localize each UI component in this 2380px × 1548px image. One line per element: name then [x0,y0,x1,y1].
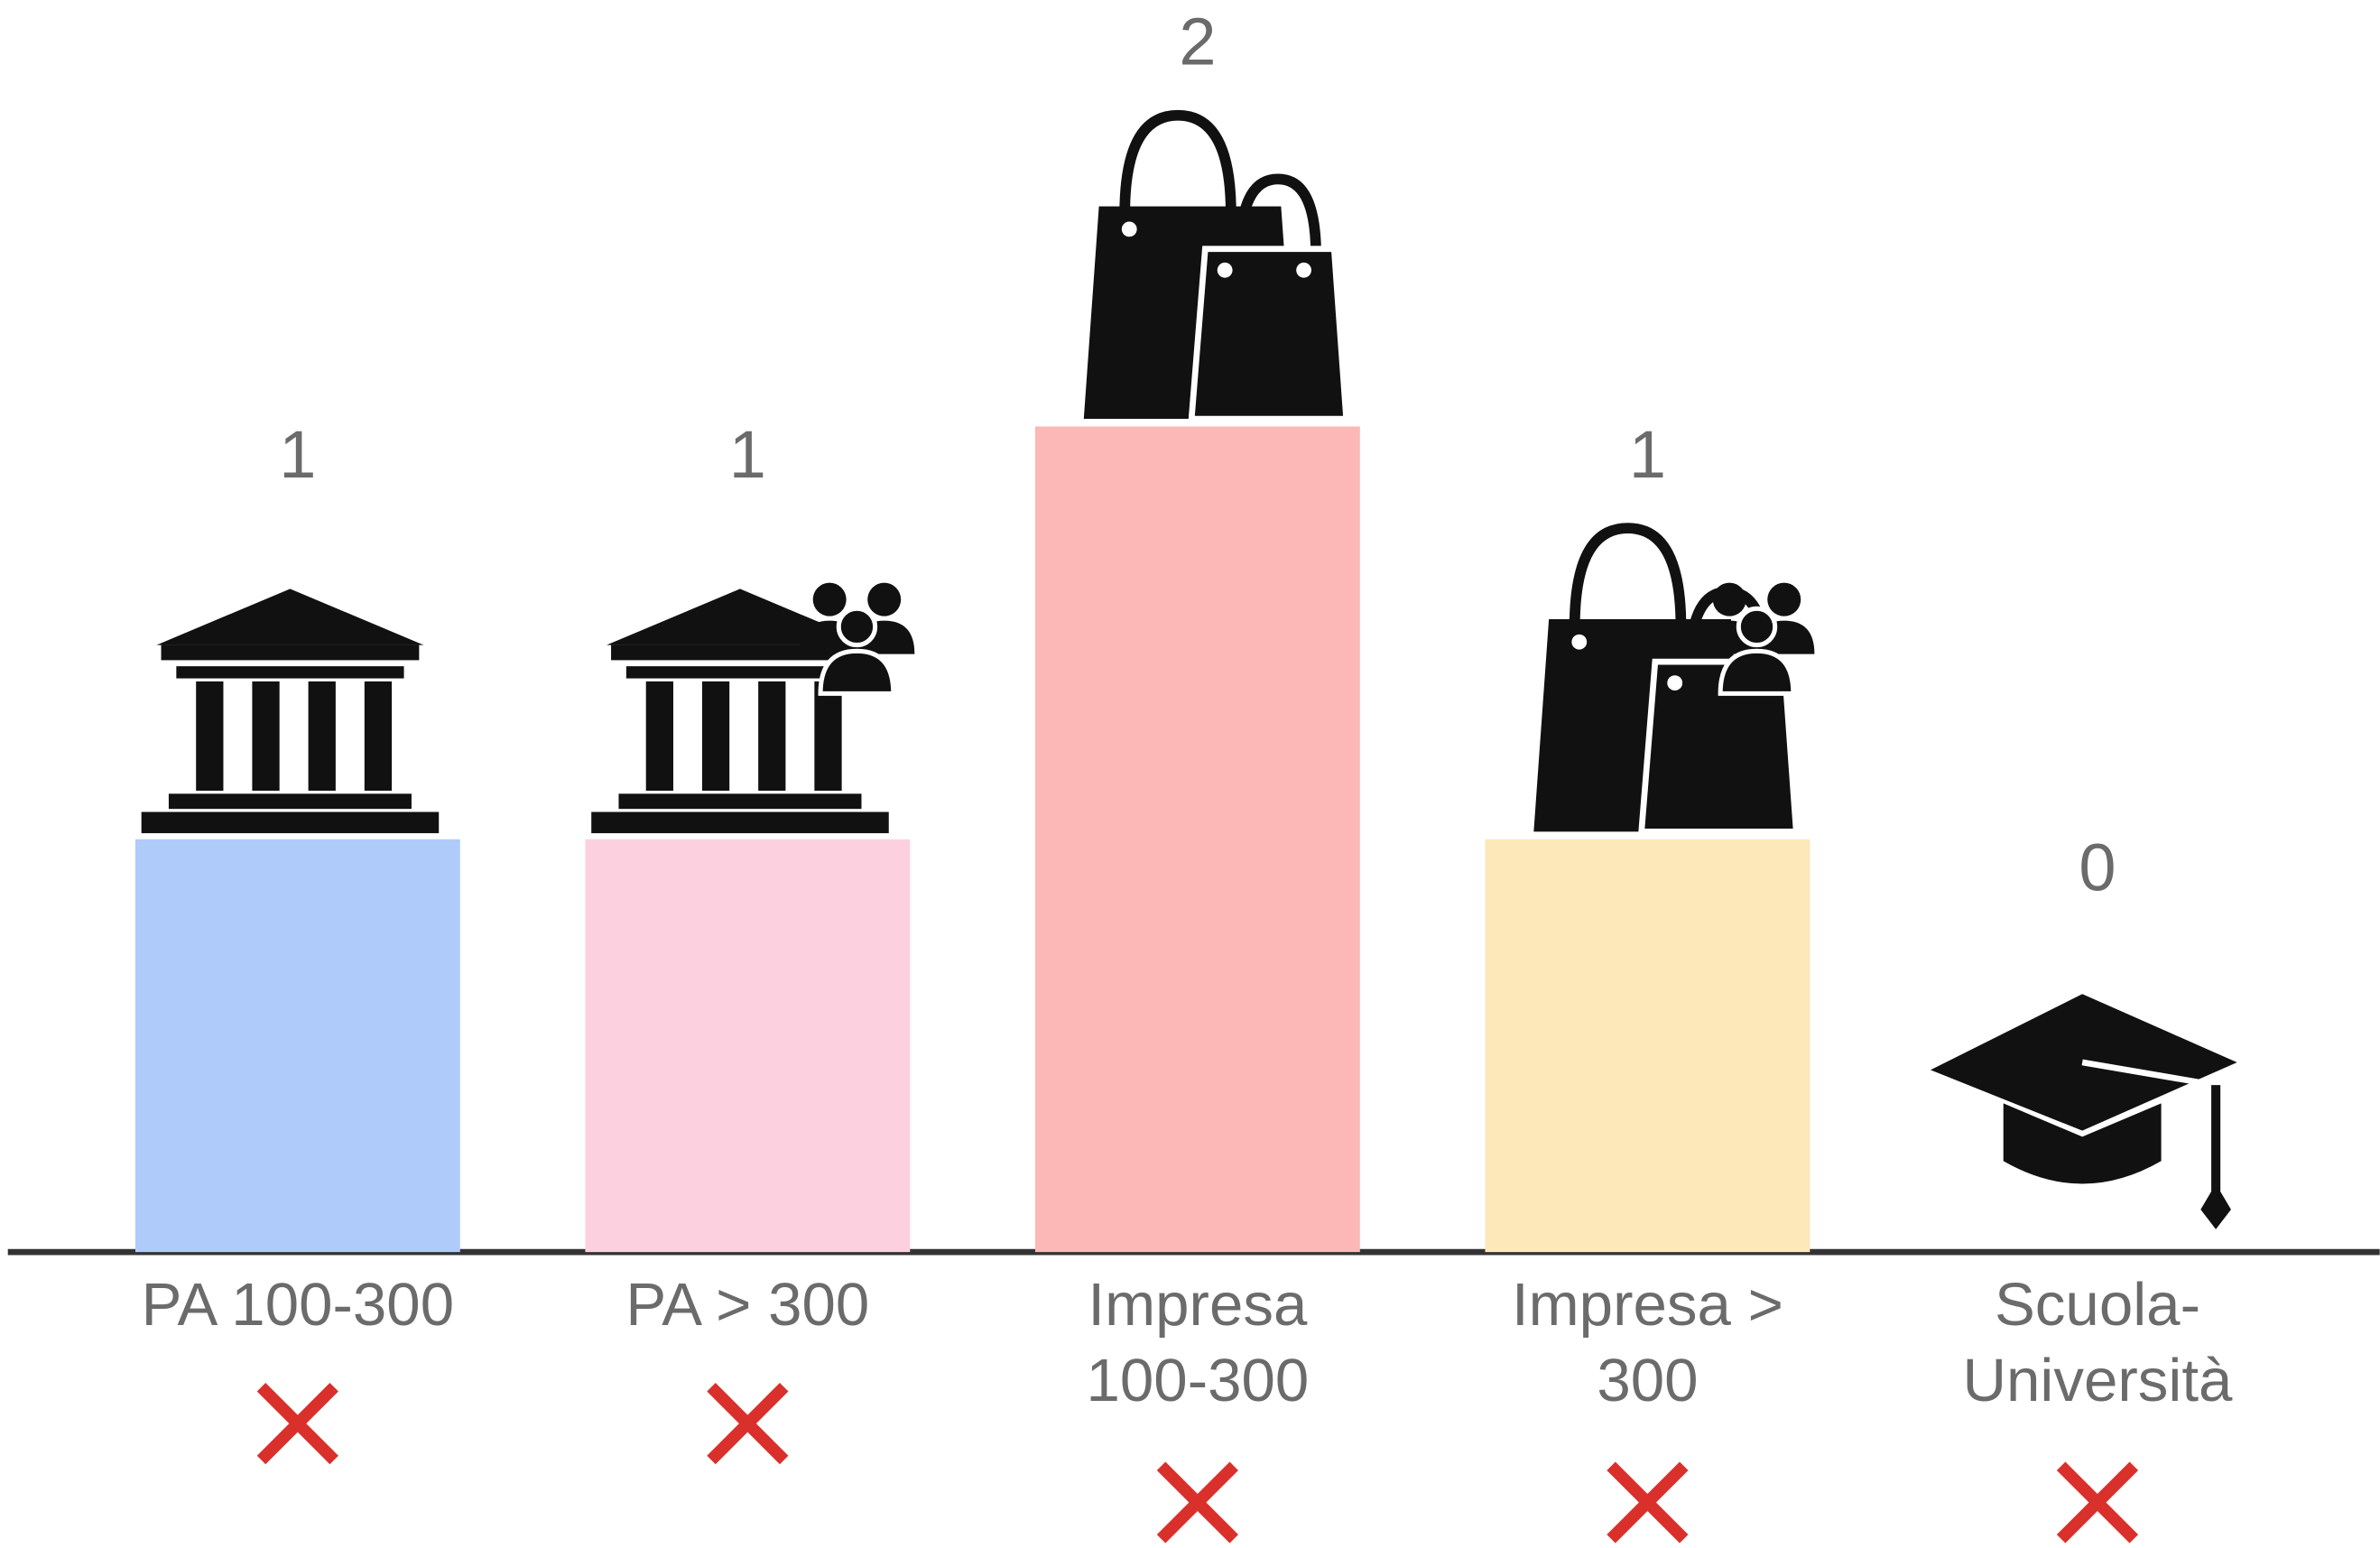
icon-part [176,666,404,679]
x-label-box: PA > 300 [625,1271,870,1339]
icon-part [308,681,336,791]
icon-part [1188,246,1350,422]
icon-part [1718,648,1796,696]
x-label-box: PA 100-300 [141,1271,455,1339]
cross-mark [256,1383,338,1465]
icon-part [2003,1103,2162,1184]
icon-part [1296,262,1312,278]
x-tick-label: Impresa > 300 [1511,1271,1783,1415]
icon-part [867,582,902,616]
icon-part [591,811,889,834]
icon [1931,994,2237,1229]
icon-part [2200,1183,2231,1229]
cross-stroke [707,1383,789,1465]
icon-part [1736,606,1778,648]
icon-part [364,681,393,791]
icon-part [161,644,420,661]
icon-part [618,793,862,810]
cross-mark [707,1383,789,1465]
cross-mark [2056,1461,2139,1543]
icon-part [701,681,730,791]
icon-part [818,648,896,696]
icon-part [1217,262,1233,278]
bar [1035,426,1360,1253]
value-label: 2 [1179,5,1216,79]
x-tick-label: Impresa 100-300 [1086,1271,1310,1415]
icon-part [758,681,786,791]
cross-mark [1607,1461,1689,1543]
x-tick-label: PA > 300 [625,1271,870,1339]
icon-part [196,681,224,791]
cross-stroke [2056,1461,2139,1543]
value-label: 1 [1629,417,1666,492]
bar [585,839,911,1253]
value-label: 1 [279,417,316,492]
icon-part [252,681,280,791]
icon-part [1569,523,1687,627]
x-label-box: Scuola-Università [1962,1271,2233,1415]
bar [1485,839,1810,1253]
x-label-box: Impresa > 300 [1511,1271,1783,1415]
icon-part [1119,109,1236,215]
icon-part [1571,634,1588,650]
value-label: 1 [729,417,766,492]
bar [134,839,460,1253]
icon-part [2081,1059,2217,1089]
x-label-box: Impresa 100-300 [1086,1271,1310,1415]
icon-part [141,811,440,834]
icon-part [836,606,878,648]
icon-part [1767,582,1801,616]
icon-part [1235,173,1321,255]
cross-stroke [256,1383,338,1465]
icon [141,589,440,834]
icon-part [812,582,847,616]
value-label: 0 [2079,830,2116,904]
icon-part [1667,675,1683,691]
icon [1083,109,1350,422]
icon-part [168,793,412,810]
cross-mark [1156,1461,1239,1543]
x-tick-label: Scuola-Università [1962,1271,2233,1415]
icon-part [645,681,673,791]
x-tick-label: PA 100-300 [141,1271,455,1339]
cross-stroke [1607,1461,1689,1543]
icon [1533,523,1815,835]
icon-part [156,589,424,645]
icon-part [814,681,842,791]
cross-stroke [1156,1461,1239,1543]
icon-part [625,666,855,679]
icon [591,582,915,834]
icon-part [1712,582,1746,616]
icon-part [1121,221,1137,237]
